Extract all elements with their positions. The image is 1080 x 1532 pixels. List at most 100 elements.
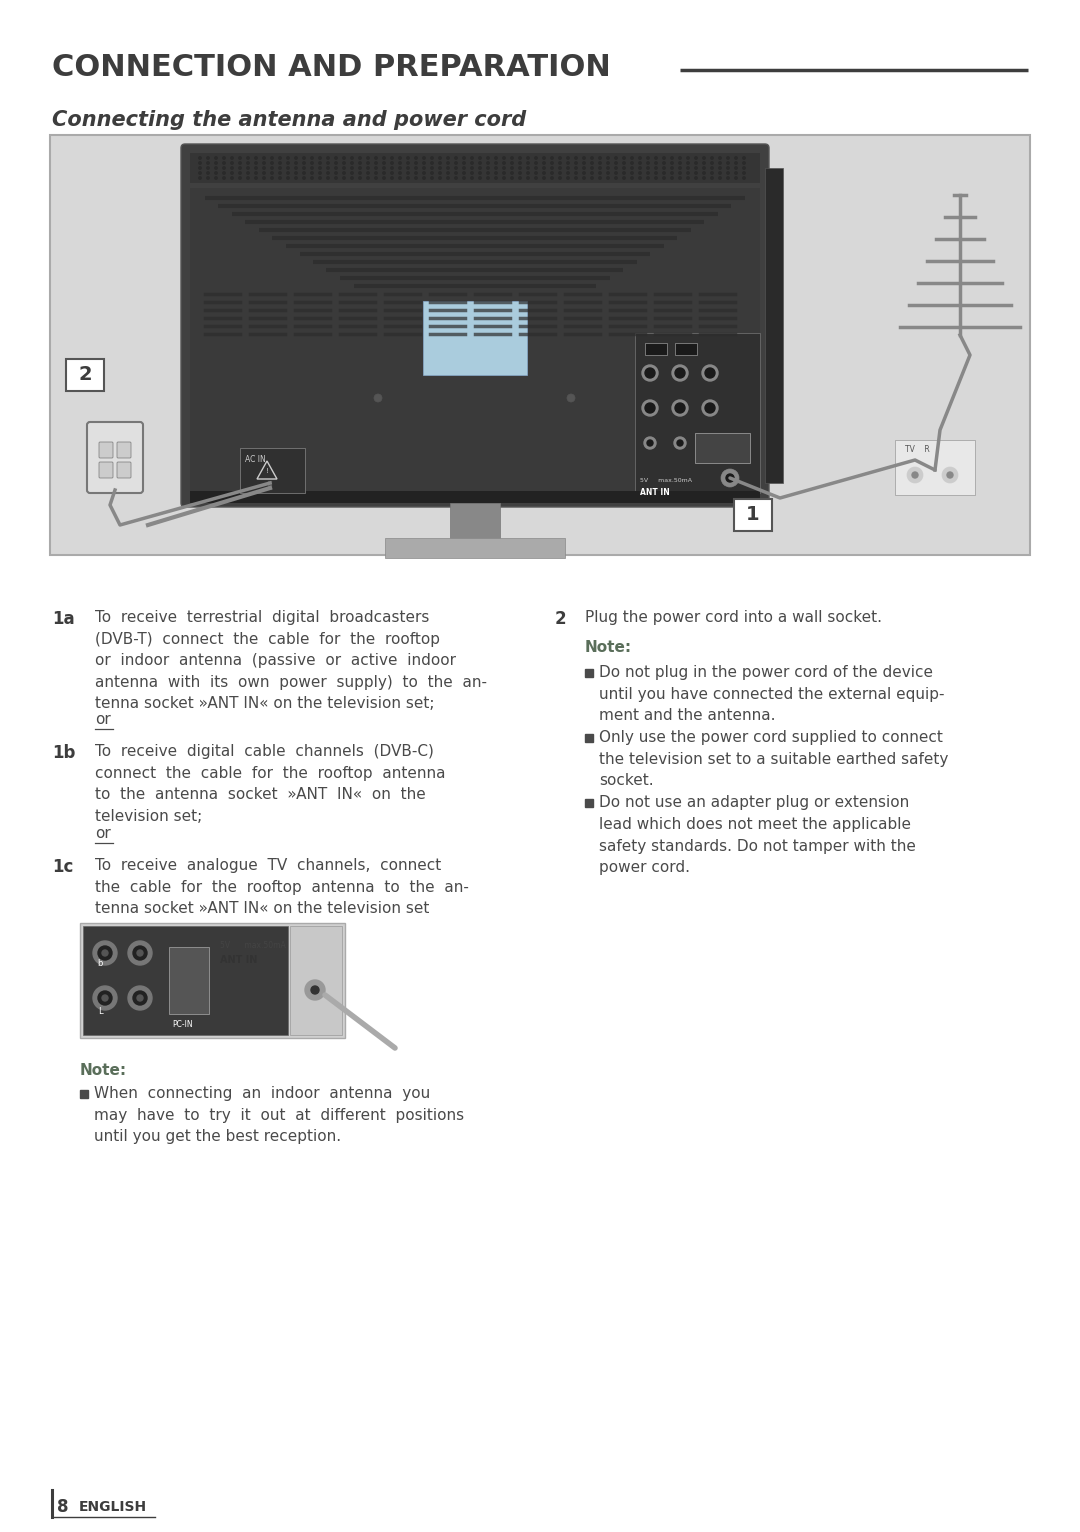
Bar [585,669,593,677]
Text: Connecting the antenna and power cord: Connecting the antenna and power cord [52,110,526,130]
Circle shape [102,950,108,956]
Circle shape [543,176,545,179]
Circle shape [262,167,266,169]
Text: or: or [95,826,111,841]
Circle shape [598,176,602,179]
Circle shape [487,172,489,175]
Circle shape [255,176,257,179]
Circle shape [623,167,625,169]
Circle shape [422,156,426,159]
Circle shape [734,162,738,164]
Circle shape [679,167,681,169]
Circle shape [231,176,233,179]
Circle shape [675,368,685,378]
Circle shape [438,156,442,159]
Circle shape [279,167,281,169]
Circle shape [487,162,489,164]
Circle shape [463,162,465,164]
Circle shape [279,156,281,159]
FancyBboxPatch shape [734,499,772,532]
Circle shape [295,172,297,175]
Circle shape [558,176,562,179]
Circle shape [471,156,473,159]
Text: b: b [97,959,103,968]
Circle shape [391,176,393,179]
Circle shape [495,176,497,179]
Circle shape [702,365,718,381]
Circle shape [335,176,337,179]
Circle shape [359,172,361,175]
Circle shape [527,156,529,159]
Circle shape [222,156,226,159]
Circle shape [319,172,321,175]
Circle shape [495,167,497,169]
Circle shape [679,176,681,179]
Circle shape [311,167,313,169]
Circle shape [631,172,633,175]
Circle shape [271,176,273,179]
FancyBboxPatch shape [190,188,760,493]
Circle shape [262,176,266,179]
Circle shape [271,156,273,159]
Circle shape [591,156,593,159]
Circle shape [495,162,497,164]
Circle shape [327,162,329,164]
Circle shape [335,167,337,169]
Circle shape [711,167,713,169]
Circle shape [407,162,409,164]
Circle shape [487,156,489,159]
Circle shape [947,472,953,478]
Text: When  connecting  an  indoor  antenna  you
may  have  to  try  it  out  at  diff: When connecting an indoor antenna you ma… [94,1086,464,1144]
Circle shape [503,162,505,164]
Circle shape [551,176,553,179]
Circle shape [463,167,465,169]
Circle shape [679,162,681,164]
Circle shape [206,176,210,179]
Circle shape [591,167,593,169]
Circle shape [335,162,337,164]
Circle shape [654,167,658,169]
Circle shape [327,176,329,179]
Circle shape [93,941,117,965]
Circle shape [199,156,201,159]
FancyBboxPatch shape [635,332,760,493]
Circle shape [567,172,569,175]
Circle shape [535,176,537,179]
Circle shape [703,172,705,175]
Circle shape [375,167,377,169]
FancyBboxPatch shape [99,443,113,458]
Circle shape [575,167,577,169]
Circle shape [327,156,329,159]
Circle shape [375,156,377,159]
Circle shape [615,167,617,169]
Circle shape [407,167,409,169]
Circle shape [631,176,633,179]
Circle shape [607,162,609,164]
Circle shape [367,167,369,169]
Circle shape [654,162,658,164]
Circle shape [431,167,433,169]
Circle shape [638,176,642,179]
Circle shape [367,156,369,159]
Circle shape [255,172,257,175]
Circle shape [342,156,346,159]
Circle shape [471,162,473,164]
Circle shape [271,162,273,164]
Circle shape [511,172,513,175]
Circle shape [295,176,297,179]
Circle shape [129,941,152,965]
Circle shape [255,162,257,164]
Circle shape [623,176,625,179]
Circle shape [375,172,377,175]
Circle shape [567,176,569,179]
Circle shape [734,176,738,179]
Circle shape [511,162,513,164]
Circle shape [672,365,688,381]
Circle shape [503,167,505,169]
Circle shape [471,176,473,179]
Circle shape [215,176,217,179]
Circle shape [607,156,609,159]
Circle shape [647,167,649,169]
Circle shape [677,440,683,446]
Circle shape [607,172,609,175]
